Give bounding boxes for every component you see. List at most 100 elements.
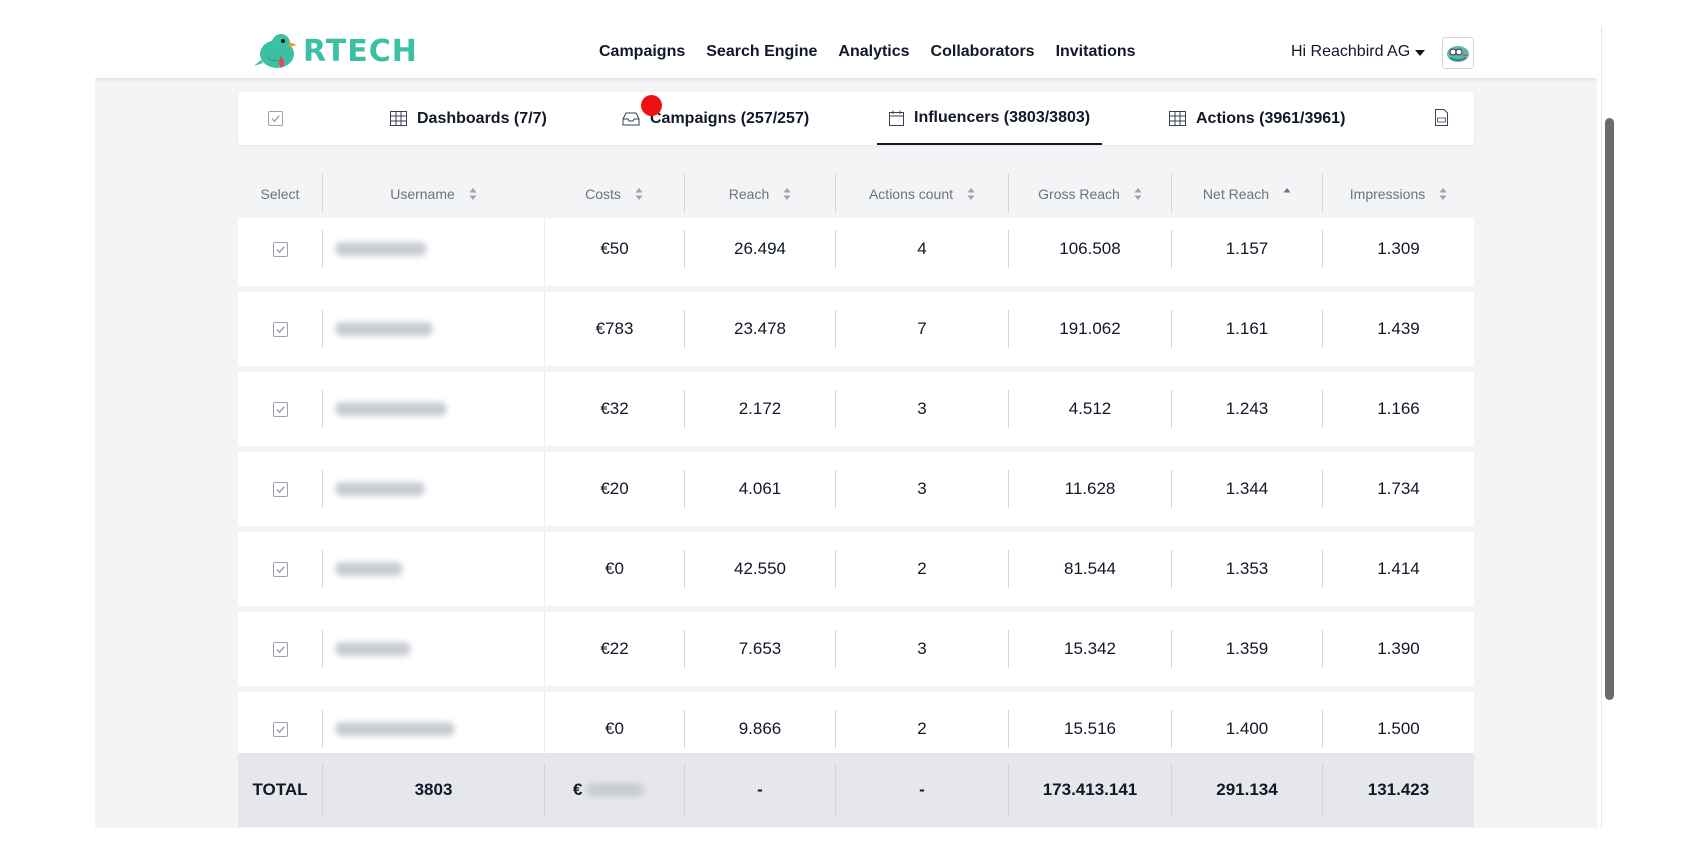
tab-dashboards-label: Dashboards (7/7): [417, 109, 547, 127]
row-checkbox[interactable]: [272, 321, 288, 337]
bird-logo-icon: [254, 34, 297, 68]
table-row[interactable]: €22 7.653 3 15.342 1.359 1.390: [238, 612, 1474, 686]
brand-name: RTECH: [303, 33, 418, 69]
blurred-username: [335, 242, 427, 256]
cell-gross-reach: 191.062: [1059, 319, 1121, 338]
calendar-icon: [889, 110, 904, 126]
cell-gross-reach: 106.508: [1059, 239, 1121, 258]
cell-actions-count: 3: [917, 479, 927, 498]
cell-net-reach: 1.157: [1225, 239, 1269, 258]
blurred-username: [335, 722, 455, 736]
table-grid-icon: [1169, 111, 1186, 126]
nav-search-engine[interactable]: Search Engine: [706, 43, 818, 60]
cell-reach: 4.061: [738, 479, 782, 498]
table-row[interactable]: €32 2.172 3 4.512 1.243 1.166: [238, 372, 1474, 446]
cell-select: [238, 612, 322, 686]
blurred-username: [335, 322, 433, 336]
sort-icon[interactable]: [1134, 187, 1142, 201]
cell-select: [238, 532, 322, 606]
sort-icon[interactable]: [469, 187, 477, 201]
nav-analytics[interactable]: Analytics: [838, 43, 910, 60]
blurred-username: [335, 642, 411, 656]
sort-icon[interactable]: [967, 187, 975, 201]
col-net-reach[interactable]: Net Reach: [1172, 172, 1322, 216]
cell-impressions: 1.439: [1377, 319, 1420, 338]
blurred-username: [335, 482, 425, 496]
checkmark-icon: [275, 565, 285, 573]
col-username[interactable]: Username: [323, 172, 544, 216]
total-gross-reach: 173.413.141: [1042, 780, 1138, 799]
row-checkbox[interactable]: [272, 721, 288, 737]
cell-reach: 42.550: [734, 559, 786, 578]
cell-select: [238, 692, 322, 753]
row-checkbox[interactable]: [272, 561, 288, 577]
total-username-count: 3803: [414, 780, 453, 799]
tab-influencers[interactable]: Influencers (3803/3803): [877, 92, 1103, 145]
col-impressions[interactable]: Impressions: [1323, 172, 1474, 216]
row-checkbox[interactable]: [272, 481, 288, 497]
sort-ascending-icon[interactable]: [1283, 187, 1291, 201]
brand-logo[interactable]: RTECH: [253, 30, 418, 72]
table-total-row: TOTAL 3803 € - - 173.413.141 291.134 131…: [238, 753, 1474, 827]
top-header: RTECH Campaigns Search Engine Analytics …: [95, 26, 1597, 78]
tab-influencers-label: Influencers (3803/3803): [914, 108, 1091, 126]
row-checkbox[interactable]: [272, 401, 288, 417]
sort-icon[interactable]: [1439, 187, 1447, 201]
cell-actions-count: 2: [917, 719, 927, 738]
scrollbar-thumb[interactable]: [1605, 118, 1614, 700]
cell-costs: €0: [605, 559, 624, 578]
checkmark-icon: [275, 325, 285, 333]
cell-gross-reach: 4.512: [1068, 399, 1112, 418]
export-csv-icon[interactable]: [1435, 109, 1448, 131]
cell-costs: €20: [600, 479, 629, 498]
checkmark-icon: [275, 645, 285, 653]
table-row[interactable]: €50 26.494 4 106.508 1.157 1.309: [238, 218, 1474, 286]
tab-campaigns[interactable]: Campaigns (257/257): [622, 92, 809, 145]
sort-icon[interactable]: [783, 187, 791, 201]
avatar[interactable]: [1442, 37, 1474, 69]
table-row[interactable]: €20 4.061 3 11.628 1.344 1.734: [238, 452, 1474, 526]
tab-actions[interactable]: Actions (3961/3961): [1169, 92, 1345, 145]
total-actions: -: [919, 780, 925, 799]
checkmark-icon: [275, 485, 285, 493]
bird-avatar-icon: [1447, 46, 1469, 62]
col-gross-reach[interactable]: Gross Reach: [1009, 172, 1171, 216]
checkmark-icon: [275, 405, 285, 413]
col-reach[interactable]: Reach: [685, 172, 835, 216]
cell-actions-count: 4: [917, 239, 927, 258]
section-tabs: Dashboards (7/7) Campaigns (257/257) Inf…: [238, 92, 1474, 145]
cell-impressions: 1.500: [1377, 719, 1420, 738]
col-select: Select: [260, 186, 300, 202]
cell-costs: €22: [600, 639, 629, 658]
checkmark-icon: [275, 245, 285, 253]
sort-icon[interactable]: [635, 187, 643, 201]
tab-dashboards[interactable]: Dashboards (7/7): [390, 92, 547, 145]
col-costs[interactable]: Costs: [544, 172, 684, 216]
user-menu[interactable]: Hi Reachbird AG: [1291, 26, 1426, 78]
cell-username: [323, 372, 544, 446]
notification-dot: [641, 95, 662, 116]
total-costs-currency: €: [573, 780, 583, 799]
cell-net-reach: 1.344: [1225, 479, 1269, 498]
col-actions-count[interactable]: Actions count: [836, 172, 1008, 216]
col-username-label: Username: [390, 186, 455, 202]
nav-collaborators[interactable]: Collaborators: [930, 43, 1035, 60]
cell-net-reach: 1.161: [1225, 319, 1269, 338]
table-row[interactable]: €783 23.478 7 191.062 1.161 1.439: [238, 292, 1474, 366]
cell-reach: 9.866: [738, 719, 782, 738]
tab-campaigns-label: Campaigns (257/257): [650, 109, 810, 127]
nav-campaigns[interactable]: Campaigns: [599, 43, 686, 60]
row-checkbox[interactable]: [272, 641, 288, 657]
table-grid-icon: [390, 111, 407, 126]
select-all-checkbox[interactable]: [268, 111, 283, 126]
cell-username: [323, 452, 544, 526]
table-row[interactable]: €0 42.550 2 81.544 1.353 1.414: [238, 532, 1474, 606]
nav-invitations[interactable]: Invitations: [1055, 43, 1136, 60]
col-actions-count-label: Actions count: [868, 186, 954, 202]
cell-gross-reach: 15.342: [1064, 639, 1116, 658]
row-checkbox[interactable]: [272, 241, 288, 257]
cell-costs: €0: [605, 719, 624, 738]
cell-costs: €32: [600, 399, 629, 418]
cell-select: [238, 452, 322, 526]
table-row[interactable]: €0 9.866 2 15.516 1.400 1.500: [238, 692, 1474, 753]
